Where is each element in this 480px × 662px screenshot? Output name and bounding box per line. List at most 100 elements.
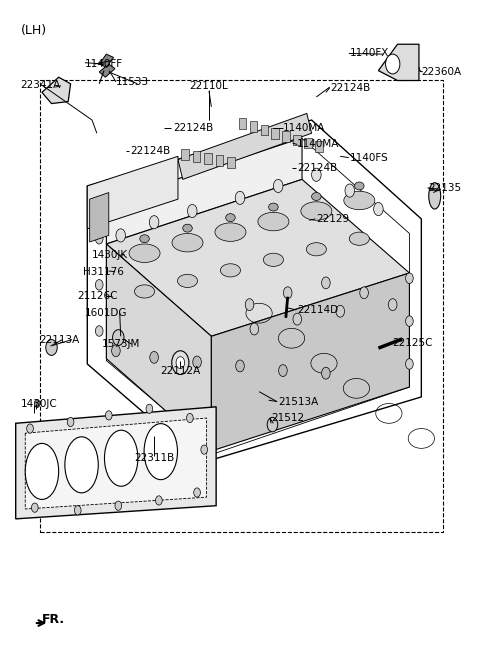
Polygon shape [107, 179, 409, 336]
Bar [282, 131, 290, 142]
Circle shape [201, 445, 207, 454]
Text: 21513A: 21513A [278, 397, 318, 406]
Text: 1140FF: 1140FF [85, 59, 123, 69]
Circle shape [345, 184, 355, 197]
Polygon shape [42, 77, 71, 103]
Bar [181, 149, 189, 160]
Text: 22129: 22129 [316, 214, 349, 224]
Ellipse shape [429, 183, 441, 209]
Circle shape [112, 345, 120, 357]
Circle shape [236, 360, 244, 372]
Ellipse shape [178, 274, 198, 287]
Circle shape [194, 488, 200, 497]
Text: 22135: 22135 [429, 183, 462, 193]
Ellipse shape [344, 191, 375, 210]
Circle shape [283, 287, 292, 299]
Bar [227, 157, 235, 167]
Ellipse shape [134, 285, 155, 298]
Circle shape [279, 365, 287, 377]
Circle shape [146, 404, 153, 413]
Ellipse shape [172, 234, 203, 252]
Circle shape [406, 359, 413, 369]
Bar [272, 128, 279, 138]
Ellipse shape [264, 253, 283, 266]
Circle shape [385, 54, 400, 74]
Polygon shape [87, 156, 178, 229]
Text: 22110L: 22110L [190, 81, 228, 91]
Circle shape [373, 203, 383, 216]
Circle shape [388, 299, 397, 310]
Circle shape [27, 424, 34, 433]
Ellipse shape [129, 244, 160, 262]
Circle shape [235, 191, 245, 205]
Polygon shape [211, 273, 409, 451]
Circle shape [188, 205, 197, 218]
Circle shape [74, 506, 81, 515]
Circle shape [96, 234, 103, 244]
Text: 22113A: 22113A [39, 334, 80, 344]
Polygon shape [107, 138, 302, 244]
Ellipse shape [226, 214, 235, 222]
Circle shape [150, 352, 158, 363]
Bar [250, 121, 257, 132]
Circle shape [193, 356, 201, 368]
Ellipse shape [220, 263, 240, 277]
Ellipse shape [355, 182, 364, 190]
Bar [315, 141, 323, 152]
Text: 22125C: 22125C [393, 338, 433, 348]
Text: (LH): (LH) [21, 24, 47, 38]
Polygon shape [178, 113, 312, 179]
Polygon shape [107, 244, 211, 451]
Ellipse shape [65, 437, 98, 493]
Text: 11533: 11533 [116, 77, 149, 87]
Text: 22124B: 22124B [130, 146, 170, 156]
Circle shape [32, 503, 38, 512]
Ellipse shape [144, 424, 178, 480]
Ellipse shape [183, 224, 192, 232]
Circle shape [360, 287, 368, 299]
Circle shape [96, 279, 103, 290]
Ellipse shape [105, 430, 138, 487]
Ellipse shape [140, 235, 149, 243]
Text: 22341A: 22341A [21, 80, 61, 90]
Ellipse shape [306, 243, 326, 256]
Text: 1601DG: 1601DG [85, 308, 127, 318]
Text: 1140FX: 1140FX [350, 48, 389, 58]
Bar [193, 151, 200, 162]
Circle shape [187, 413, 193, 422]
Ellipse shape [312, 193, 321, 201]
Text: 1430JC: 1430JC [21, 399, 57, 408]
Circle shape [176, 357, 185, 369]
Text: 22124B: 22124B [297, 162, 337, 173]
Polygon shape [99, 64, 115, 77]
Text: 22112A: 22112A [160, 365, 201, 375]
Text: FR.: FR. [42, 612, 65, 626]
Ellipse shape [269, 203, 278, 211]
Circle shape [406, 273, 413, 283]
Polygon shape [378, 44, 419, 81]
Text: H31176: H31176 [83, 267, 123, 277]
Circle shape [115, 501, 121, 510]
Circle shape [149, 216, 159, 229]
Circle shape [116, 229, 125, 242]
Circle shape [34, 400, 40, 408]
Ellipse shape [349, 232, 369, 246]
Text: 1573JM: 1573JM [102, 339, 140, 349]
Circle shape [96, 326, 103, 336]
Text: 1140FS: 1140FS [350, 153, 388, 163]
Circle shape [312, 168, 321, 181]
Circle shape [293, 313, 301, 325]
Circle shape [336, 305, 345, 317]
Circle shape [46, 340, 57, 355]
Bar [216, 155, 223, 166]
Ellipse shape [215, 223, 246, 242]
Circle shape [245, 299, 254, 310]
Bar [39, 81, 443, 532]
Text: 22124B: 22124B [173, 123, 214, 133]
Text: 22311B: 22311B [134, 453, 174, 463]
Circle shape [113, 330, 124, 346]
Circle shape [106, 410, 112, 420]
Ellipse shape [25, 444, 59, 499]
Text: 22114D: 22114D [297, 305, 338, 315]
Text: 21126C: 21126C [78, 291, 118, 301]
